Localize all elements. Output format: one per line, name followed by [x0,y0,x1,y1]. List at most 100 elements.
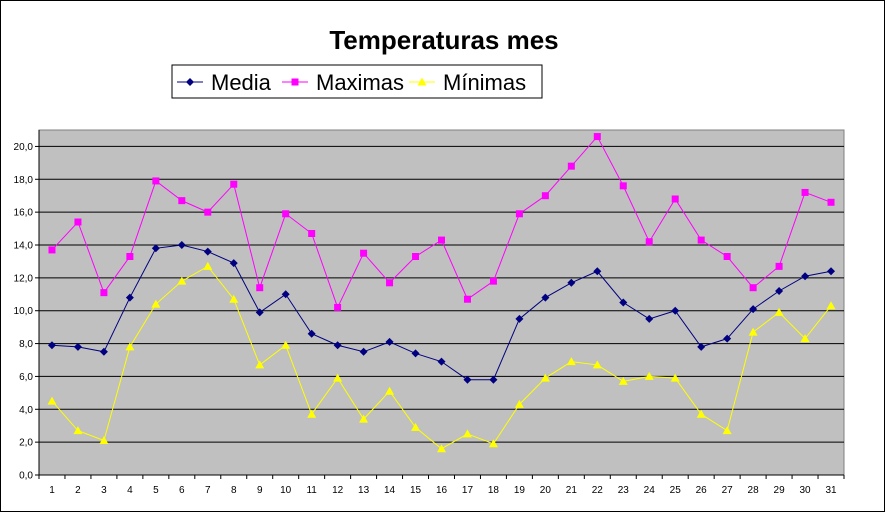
data-point-minimas [333,373,343,382]
x-tick-label: 2 [75,485,81,496]
x-tick-label: 8 [231,485,237,496]
y-tick-label: 0,0 [19,471,33,482]
data-point-media [593,267,602,276]
data-point-maximas [100,289,108,297]
x-tick-label: 1 [49,485,55,496]
x-tick-label: 29 [774,485,786,496]
data-point-maximas [256,284,264,292]
data-point-maximas [489,277,497,285]
data-point-maximas [126,253,134,260]
data-point-minimas [722,426,732,435]
legend-box [171,64,543,99]
data-point-maximas [178,197,186,205]
x-tick-label: 4 [127,485,133,496]
y-tick-label: 20,0 [14,142,34,153]
data-point-media [177,241,186,249]
data-point-maximas [438,236,445,244]
data-point-maximas [827,198,835,206]
data-point-minimas [125,342,135,351]
series-markers [47,133,836,453]
data-point-media [307,329,316,338]
data-point-minimas [203,261,213,270]
legend-marker-maximas [291,78,299,86]
x-tick-label: 6 [179,485,185,496]
data-point-media [645,314,654,323]
legend-label-maximas: Maximas [316,70,404,95]
axes [38,130,844,476]
data-point-media [567,278,576,287]
data-point-media [619,298,628,307]
legend-item-media: Media [177,70,272,95]
chart-title: Temperaturas mes [329,25,558,55]
x-tick-label: 14 [384,485,396,496]
x-tick-label: 23 [618,485,630,496]
y-tick-label: 18,0 [14,175,34,186]
data-point-media [229,259,238,268]
data-point-maximas [801,188,809,196]
legend-marker-media [186,78,194,86]
data-point-minimas [826,301,836,310]
data-point-media [203,247,212,256]
y-tick-label: 12,0 [14,273,34,284]
x-tick-label: 9 [257,485,263,496]
x-tick-label: 15 [410,485,422,496]
data-point-minimas [437,444,446,453]
data-point-media [47,341,56,350]
data-point-maximas [515,210,523,218]
x-tick-label: 20 [540,485,552,496]
x-tick-label: 31 [825,485,837,496]
x-tick-label: 19 [514,485,526,496]
data-point-minimas [670,373,680,382]
y-tick-label: 8,0 [19,339,33,350]
data-point-minimas [514,399,524,408]
x-tick-label: 5 [153,485,159,496]
plot-area [38,129,845,476]
data-point-media [281,290,290,299]
data-point-media [749,305,758,314]
data-point-minimas [800,334,810,343]
x-tick-label: 3 [101,485,107,496]
data-point-minimas [255,360,265,369]
data-point-minimas [462,429,472,438]
data-point-maximas [697,236,705,244]
y-axis-ticks: 0,0 2,0 4,0 6,0 8,0 10,0 12,0 14,0 16,0 18,0 20,0 [14,142,39,482]
data-point-media [489,375,498,384]
data-point-media [775,287,784,295]
data-point-maximas [360,249,368,257]
data-point-minimas [592,360,602,369]
x-tick-label: 10 [280,485,292,496]
data-point-maximas [775,262,783,270]
x-tick-label: 12 [332,485,344,496]
data-point-media [801,272,810,281]
data-point-maximas [334,303,342,311]
data-point-media [73,342,82,351]
legend-label-minimas: Mínimas [443,70,526,95]
data-point-media [359,347,368,356]
data-point-minimas [696,409,706,418]
data-point-maximas [567,162,575,170]
data-point-media [437,357,446,366]
data-point-media [125,293,134,302]
data-point-maximas [74,218,82,226]
data-point-maximas [412,253,420,260]
data-point-media [723,334,732,343]
legend-item-minimas: Mínimas [409,70,526,95]
data-point-media [255,308,264,317]
data-point-maximas [749,284,757,292]
y-tick-label: 2,0 [19,438,33,449]
x-tick-label: 16 [436,485,448,496]
x-tick-label: 13 [358,485,370,496]
data-point-minimas [566,357,576,366]
data-point-minimas [229,294,239,303]
data-point-media [671,306,680,315]
y-tick-label: 16,0 [14,208,34,219]
data-point-minimas [618,376,628,385]
data-point-minimas [99,436,109,444]
y-tick-label: 14,0 [14,241,34,252]
data-point-maximas [723,253,731,260]
data-point-maximas [152,177,160,185]
data-point-minimas [151,299,161,308]
data-point-media [827,267,836,276]
y-tick-label: 6,0 [19,372,33,383]
data-point-minimas [307,409,317,418]
